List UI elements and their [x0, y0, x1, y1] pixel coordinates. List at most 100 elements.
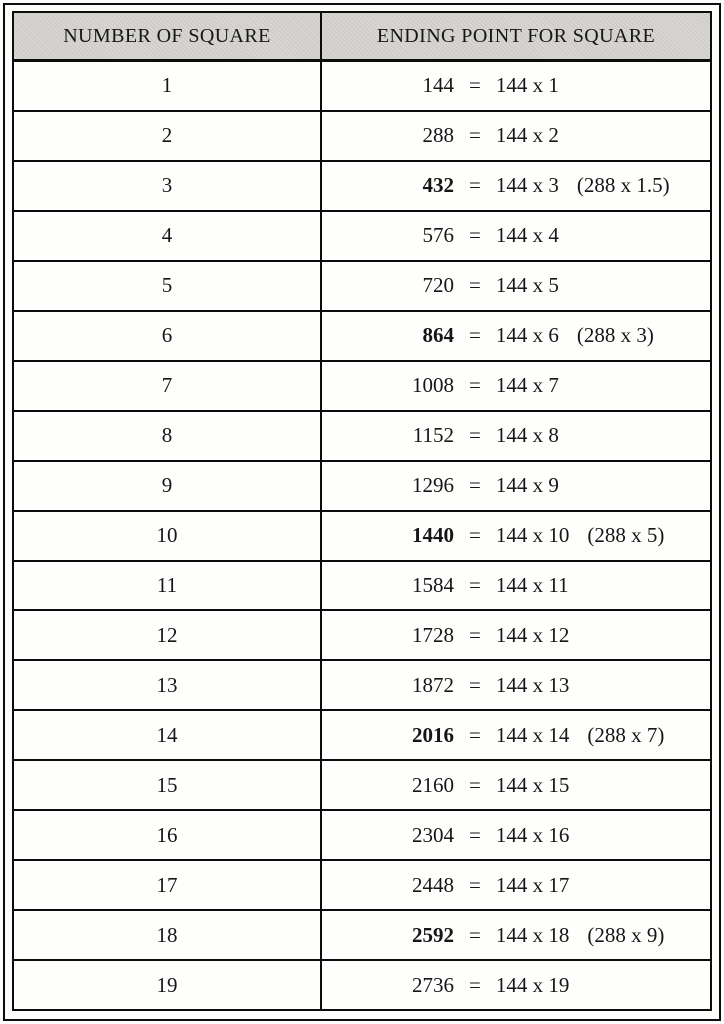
header-cell-ending-point: ENDING POINT FOR SQUARE [322, 13, 710, 59]
formula: 144 x 2 [495, 123, 559, 148]
ending-point-cell: 2016 = 144 x 14 (288 x 7) [322, 711, 710, 759]
ending-point-cell: 1152 = 144 x 8 [322, 412, 710, 460]
equals-sign: = [469, 573, 481, 597]
equals-sign: = [469, 772, 481, 797]
formula: 144 x 4 [495, 223, 559, 248]
equals-sign: = [469, 972, 481, 997]
formula: 144 x 8 [495, 423, 559, 448]
ending-point-cell: 2448 = 144 x 17 [322, 861, 710, 909]
square-number-cell: 11 [14, 561, 322, 610]
square-number-cell: 3 [14, 161, 322, 210]
ending-point-cell: 2304 = 144 x 16 [322, 811, 710, 859]
row-number: 1 [161, 73, 173, 98]
ending-point-cell: 720 = 144 x 5 [322, 262, 710, 310]
formula: 144 x 15 [495, 772, 570, 797]
row-number: 3 [161, 173, 173, 198]
square-number-cell: 16 [14, 811, 322, 860]
header-label-number-of-square: NUMBER OF SQUARE [63, 24, 271, 47]
ending-point-cell: 864 = 144 x 6 (288 x 3) [322, 312, 710, 360]
table-row: 16 2304 = 144 x 16 [14, 811, 710, 862]
equals-sign: = [469, 622, 481, 647]
square-number-cell: 10 [14, 511, 322, 560]
row-number: 19 [156, 972, 178, 997]
ending-point-cell: 432 = 144 x 3 (288 x 1.5) [322, 162, 710, 210]
square-number-cell: 9 [14, 461, 322, 510]
table-row: 15 2160 = 144 x 15 [14, 761, 710, 812]
page-border-frame [3, 3, 721, 1021]
ending-value: 2592 [412, 922, 454, 947]
row-number: 15 [156, 772, 178, 797]
equals-sign: = [469, 73, 481, 98]
square-number-cell: 13 [14, 661, 322, 710]
ending-value: 288 [422, 123, 455, 148]
ending-point-cell: 144 = 144 x 1 [322, 62, 710, 110]
table-row: 12 1728 = 144 x 12 [14, 611, 710, 662]
ending-value: 2736 [412, 972, 454, 997]
equals-sign: = [469, 523, 481, 548]
equals-sign: = [469, 872, 481, 897]
formula: 144 x 10 [495, 523, 570, 548]
table-row: 6 864 = 144 x 6 (288 x 3) [14, 311, 710, 362]
formula: 144 x 1 [495, 73, 559, 98]
formula: 144 x 14 [495, 722, 570, 747]
ending-point-cell: 2592 = 144 x 18 (288 x 9) [322, 911, 710, 959]
ending-point-cell: 2160 = 144 x 15 [322, 761, 710, 809]
ending-value: 720 [422, 273, 455, 298]
formula: 144 x 19 [495, 972, 570, 997]
square-number-cell: 7 [14, 361, 322, 410]
equals-sign: = [469, 223, 481, 248]
ending-value: 576 [422, 223, 455, 248]
ending-value: 1440 [412, 523, 454, 548]
formula: 144 x 18 [495, 922, 570, 947]
formula: 144 x 16 [495, 822, 570, 847]
note: (288 x 3) [576, 323, 654, 348]
note: (288 x 7) [587, 722, 665, 747]
table-row: 18 2592 = 144 x 18 (288 x 9) [14, 911, 710, 962]
formula: 144 x 17 [495, 872, 570, 897]
ending-value: 1728 [412, 622, 454, 647]
row-number: 4 [161, 223, 173, 248]
ending-point-cell: 576 = 144 x 4 [322, 212, 710, 260]
table-row: 3 432 = 144 x 3 (288 x 1.5) [14, 161, 710, 212]
row-number: 18 [156, 922, 178, 947]
table-row: 19 2736 = 144 x 19 [14, 961, 710, 1010]
equals-sign: = [469, 273, 481, 298]
row-number: 8 [161, 423, 173, 448]
formula: 144 x 5 [495, 273, 559, 298]
ending-point-cell: 1872 = 144 x 13 [322, 661, 710, 709]
formula: 144 x 9 [495, 473, 559, 498]
ending-point-cell: 1584 = 144 x 11 [322, 562, 710, 610]
formula: 144 x 13 [495, 672, 570, 697]
row-number: 13 [156, 672, 178, 697]
ending-value: 144 [422, 73, 455, 98]
table-row: 7 1008 = 144 x 7 [14, 361, 710, 412]
ending-point-cell: 1728 = 144 x 12 [322, 611, 710, 659]
equals-sign: = [469, 822, 481, 847]
formula: 144 x 11 [495, 573, 569, 597]
equals-sign: = [469, 423, 481, 448]
table-row: 17 2448 = 144 x 17 [14, 861, 710, 912]
table-row: 4 576 = 144 x 4 [14, 211, 710, 262]
note: (288 x 1.5) [576, 173, 670, 198]
ending-value: 1296 [412, 473, 454, 498]
equals-sign: = [469, 722, 481, 747]
row-number: 5 [161, 273, 173, 298]
table-row: 13 1872 = 144 x 13 [14, 661, 710, 712]
equals-sign: = [469, 173, 481, 198]
note: (288 x 9) [587, 922, 665, 947]
table-row: 2 288 = 144 x 2 [14, 111, 710, 162]
formula: 144 x 3 [495, 173, 559, 198]
row-number: 17 [156, 872, 178, 897]
table-row: 11 1584 = 144 x 11 [14, 561, 710, 612]
square-number-cell: 2 [14, 111, 322, 160]
row-number: 6 [161, 323, 173, 348]
table-row: 1 144 = 144 x 1 [14, 62, 710, 112]
table-row: 9 1296 = 144 x 9 [14, 461, 710, 512]
equals-sign: = [469, 473, 481, 498]
ending-value: 864 [422, 323, 455, 348]
equals-sign: = [469, 922, 481, 947]
header-label-ending-point: ENDING POINT FOR SQUARE [376, 24, 656, 47]
square-number-cell: 1 [14, 62, 322, 110]
table-row: 8 1152 = 144 x 8 [14, 411, 710, 462]
table-header-row: NUMBER OF SQUARE ENDING POINT FOR SQUARE [14, 13, 710, 62]
